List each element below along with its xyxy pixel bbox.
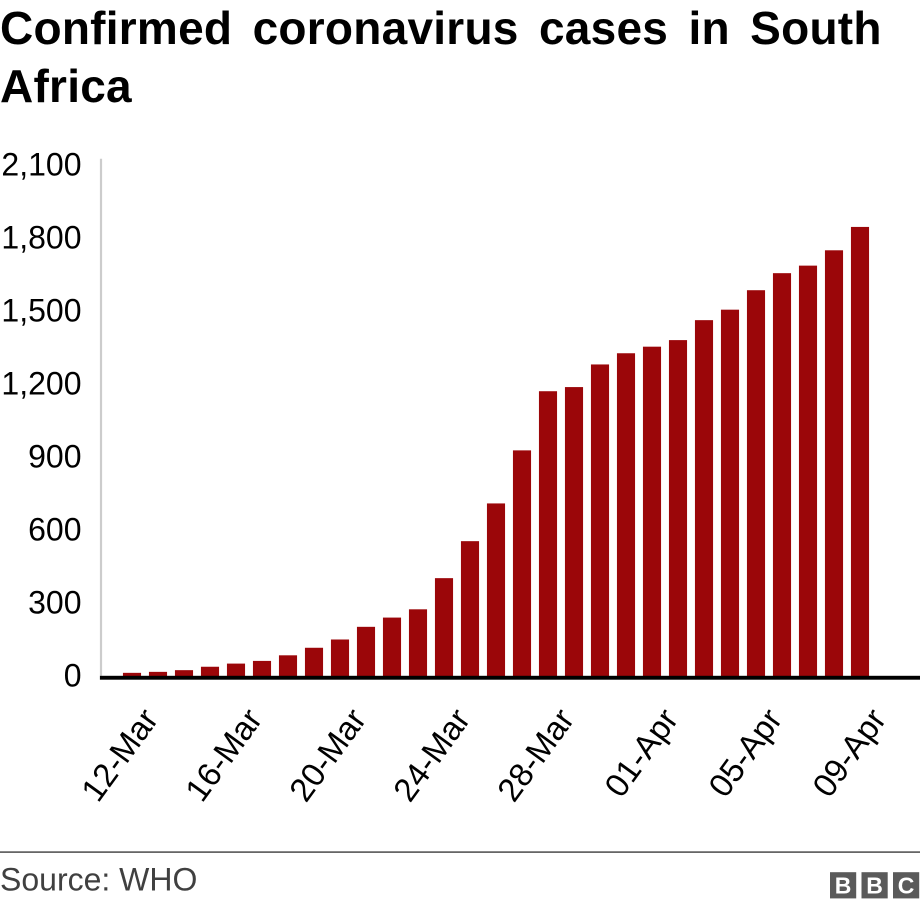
svg-text:Source: WHO: Source: WHO bbox=[0, 862, 197, 898]
svg-text:1,800: 1,800 bbox=[1, 219, 81, 255]
svg-text:2,100: 2,100 bbox=[1, 146, 81, 182]
svg-text:B: B bbox=[866, 872, 883, 898]
svg-text:1,200: 1,200 bbox=[1, 365, 81, 401]
svg-text:Confirmed coronavirus cases in: Confirmed coronavirus cases in South bbox=[0, 2, 882, 54]
svg-text:1,500: 1,500 bbox=[1, 292, 81, 328]
svg-text:300: 300 bbox=[28, 584, 81, 620]
svg-text:C: C bbox=[898, 872, 915, 898]
svg-text:Africa: Africa bbox=[0, 60, 132, 112]
svg-text:0: 0 bbox=[64, 657, 82, 693]
svg-text:B: B bbox=[835, 872, 852, 898]
svg-text:900: 900 bbox=[28, 438, 81, 474]
svg-text:600: 600 bbox=[28, 511, 81, 547]
